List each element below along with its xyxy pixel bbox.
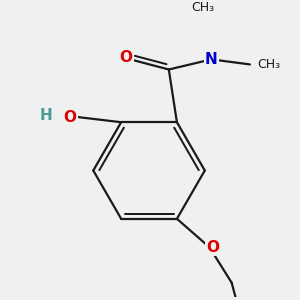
Text: H: H bbox=[40, 108, 52, 123]
Text: O: O bbox=[64, 110, 76, 124]
Text: O: O bbox=[206, 240, 219, 255]
Text: N: N bbox=[205, 52, 218, 67]
Text: CH₃: CH₃ bbox=[192, 1, 215, 14]
Text: CH₃: CH₃ bbox=[257, 58, 280, 71]
Text: O: O bbox=[120, 50, 133, 65]
